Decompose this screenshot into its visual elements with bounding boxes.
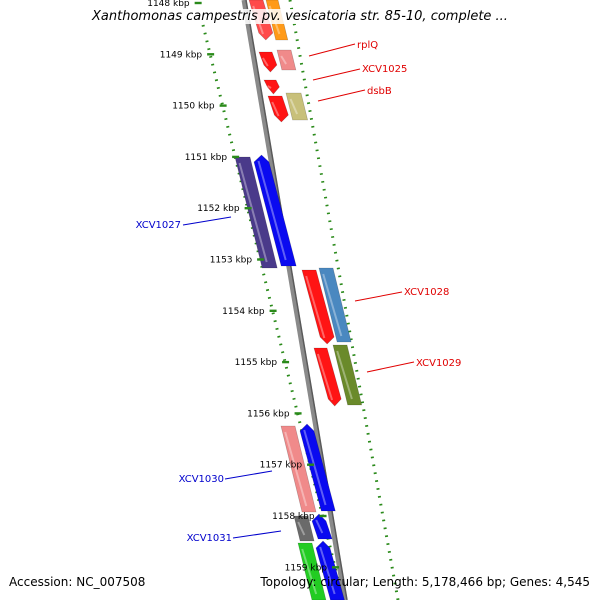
gene-box-xcv1030-highlight: [303, 429, 327, 506]
gene-box-xcv1025-highlight: [267, 85, 272, 89]
gene-box-dsbb: [267, 95, 289, 123]
right-guide-line: [288, 0, 400, 600]
gene-label-leader-xcv1027: [182, 216, 232, 226]
gene-box-rplq-cds: [276, 49, 297, 71]
gene-label-xcv1031[interactable]: XCV1031: [187, 533, 232, 544]
gene-label-leader-xcv1031: [232, 530, 282, 539]
gene-label-leader-xcv1029: [366, 361, 415, 373]
scale-tick-label: 1150 kbp: [172, 102, 215, 112]
gene-label-dsbb[interactable]: dsbB: [367, 86, 392, 97]
gene-box-xcv1030-cds-highlight: [284, 431, 308, 507]
gene-box-xcv1028-highlight: [305, 275, 326, 339]
gene-box-xcv1030: [299, 423, 336, 512]
gene-box-rplq-highlight: [262, 57, 269, 67]
gene-box-xcv1031: [311, 513, 333, 540]
gene-box-xcv1029-highlight: [316, 353, 334, 401]
scale-tick-label: 1148 kbp: [147, 0, 190, 9]
accession-text: Accession: NC_007508: [9, 575, 146, 589]
gene-label-leader-xcv1030: [224, 470, 273, 480]
gene-box-dsbb-cds-highlight: [289, 98, 299, 115]
gene-box-xcv1028-cds: [318, 267, 352, 343]
gene-box-xcv1029: [313, 347, 342, 407]
gene-label-xcv1025[interactable]: XCV1025: [362, 64, 407, 75]
gene-box-xcv1028-cds-highlight: [322, 273, 343, 337]
scale-tick-label: 1154 kbp: [222, 307, 265, 317]
gene-box-xcv1027: [253, 154, 297, 267]
gene-box-xcv1031-cds-highlight: [297, 521, 306, 536]
gene-box-bottom-blue: [315, 540, 345, 600]
gene-box-dsbb-highlight: [271, 101, 280, 117]
gene-box-xcv1025: [263, 79, 280, 95]
gene-box-xcv1031-cds: [293, 515, 315, 542]
scale-tick-label: 1149 kbp: [160, 50, 203, 60]
gene-box-xcv1027-highlight: [257, 160, 287, 261]
scale-tick-label: 1151 kbp: [185, 153, 228, 163]
gene-label-leader-xcv1025: [312, 68, 361, 81]
gene-box-dsbb-cds: [285, 92, 308, 121]
gene-label-leader-rplq: [308, 43, 356, 57]
gene-label-leader-xcv1028: [354, 291, 403, 302]
scale-tick-label: 1159 kbp: [285, 563, 328, 573]
gene-label-xcv1027[interactable]: XCV1027: [136, 220, 181, 231]
scale-tick-label: 1153 kbp: [210, 256, 253, 266]
gene-label-xcv1030[interactable]: XCV1030: [179, 474, 224, 485]
scale-tick-label: 1157 kbp: [260, 461, 303, 471]
gene-box-xcv1027-cds-highlight: [238, 162, 268, 263]
gene-label-rplq[interactable]: rplQ: [357, 40, 378, 51]
gene-box-bottom-blue-highlight: [319, 546, 336, 595]
scale-tick-label: 1158 kbp: [272, 512, 315, 522]
scale-tick-label: 1155 kbp: [235, 358, 278, 368]
gene-label-xcv1028[interactable]: XCV1028: [404, 287, 449, 298]
gene-label-leader-dsbb: [317, 89, 366, 102]
map-title: Xanthomonas campestris pv. vesicatoria s…: [0, 9, 600, 24]
gene-box-xcv1028: [301, 269, 335, 345]
gene-box-bottom-green: [297, 542, 327, 600]
gene-box-xcv1029-cds-highlight: [336, 350, 353, 400]
scale-tick-label: 1156 kbp: [247, 409, 290, 419]
gene-box-xcv1031-highlight: [315, 519, 324, 534]
gene-box-bottom-green-highlight: [301, 548, 318, 595]
gene-label-xcv1029[interactable]: XCV1029: [416, 358, 461, 369]
gene-box-rplq: [258, 51, 278, 73]
gene-box-xcv1029-cds: [332, 344, 363, 406]
genome-summary-text: Topology: circular; Length: 5,178,466 bp…: [260, 575, 590, 589]
gene-box-rplq-cds-highlight: [280, 55, 287, 65]
gene-box-xcv1027-cds: [234, 156, 278, 269]
gene-box-xcv1030-cds: [280, 425, 317, 513]
scale-tick-label: 1152 kbp: [197, 204, 240, 214]
